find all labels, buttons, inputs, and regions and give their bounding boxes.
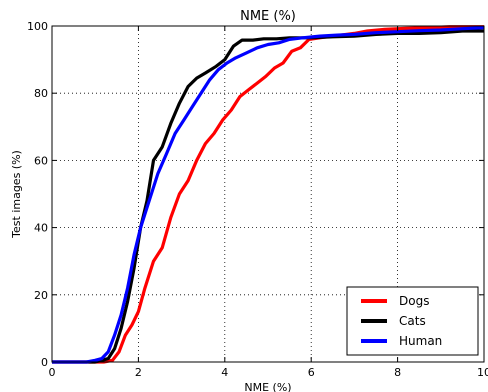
- y-tick-label: 100: [27, 20, 48, 33]
- x-axis-label: NME (%): [244, 381, 291, 392]
- x-tick-label: 8: [394, 366, 401, 379]
- legend: Dogs Cats Human: [346, 286, 479, 356]
- x-tick-label: 4: [221, 366, 228, 379]
- legend-label-dogs: Dogs: [399, 294, 429, 308]
- x-tick-label: 10: [477, 366, 488, 379]
- legend-label-human: Human: [399, 334, 442, 348]
- y-tick-label: 20: [34, 289, 48, 302]
- chart-title: NME (%): [240, 9, 296, 24]
- grid: [52, 26, 484, 362]
- plot-frame: [51, 25, 485, 363]
- x-tick-label: 2: [135, 366, 142, 379]
- y-tick-label: 60: [34, 154, 48, 167]
- series-line-human: [52, 26, 485, 364]
- series-line-cats: [52, 29, 484, 364]
- legend-label-cats: Cats: [399, 314, 426, 328]
- y-axis-label: Test images (%): [10, 150, 23, 239]
- x-tick-label: 0: [49, 366, 56, 379]
- x-tick-label: 6: [308, 366, 315, 379]
- series-lines: [52, 25, 485, 364]
- y-tick-label: 0: [41, 356, 48, 369]
- y-tick-label: 40: [34, 222, 48, 235]
- y-tick-label: 80: [34, 87, 48, 100]
